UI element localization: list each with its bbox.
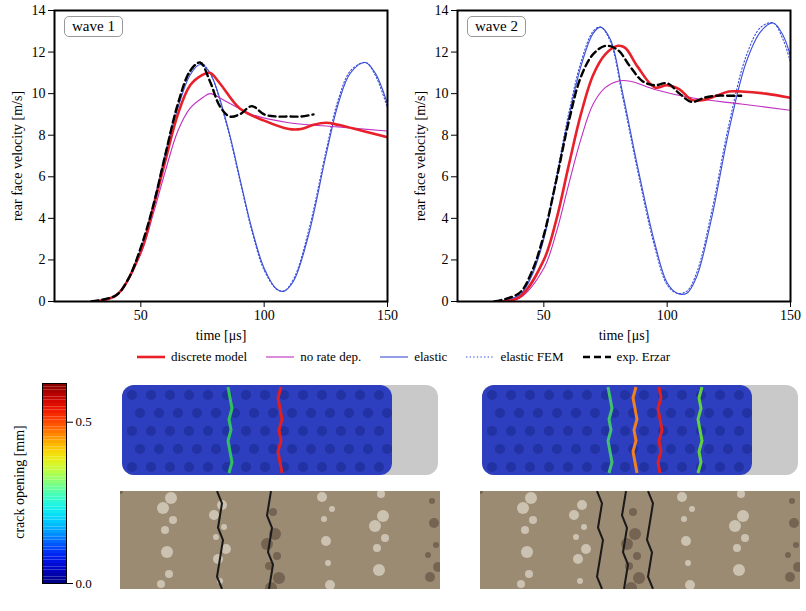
svg-text:150: 150 bbox=[780, 308, 801, 323]
html-text:no rate dep.: no rate dep. bbox=[300, 349, 362, 364]
svg-text:0: 0 bbox=[39, 294, 46, 309]
svg-text:100: 100 bbox=[657, 308, 678, 323]
svg-text:14: 14 bbox=[32, 3, 46, 18]
html-text:elastic: elastic bbox=[414, 349, 448, 364]
svg-text:2: 2 bbox=[442, 252, 449, 267]
svg-text:50: 50 bbox=[537, 308, 551, 323]
html-text:wave 2: wave 2 bbox=[475, 18, 518, 34]
html-text:exp. Erzar: exp. Erzar bbox=[616, 349, 670, 364]
html-text:wave 1: wave 1 bbox=[72, 18, 115, 34]
html-text:elastic FEM: elastic FEM bbox=[500, 349, 564, 364]
svg-text:150: 150 bbox=[377, 308, 398, 323]
svg-text:2: 2 bbox=[39, 252, 46, 267]
svg-text:0: 0 bbox=[442, 294, 449, 309]
svg-text:4: 4 bbox=[442, 211, 449, 226]
svg-text:4: 4 bbox=[39, 211, 46, 226]
svg-text:10: 10 bbox=[435, 86, 449, 101]
svg-text:50: 50 bbox=[134, 308, 148, 323]
html-text:crack opening [mm]: crack opening [mm] bbox=[12, 425, 27, 539]
svg-text:rear face velocity [m/s]: rear face velocity [m/s] bbox=[10, 91, 25, 221]
svg-text:time [μs]: time [μs] bbox=[196, 328, 247, 343]
svg-text:8: 8 bbox=[442, 128, 449, 143]
svg-text:12: 12 bbox=[435, 45, 449, 60]
html-text:discrete model: discrete model bbox=[171, 349, 248, 364]
svg-text:10: 10 bbox=[32, 86, 46, 101]
svg-text:6: 6 bbox=[442, 169, 449, 184]
svg-text:8: 8 bbox=[39, 128, 46, 143]
svg-text:100: 100 bbox=[254, 308, 275, 323]
svg-text:14: 14 bbox=[435, 3, 449, 18]
svg-text:6: 6 bbox=[39, 169, 46, 184]
svg-text:rear face velocity [m/s]: rear face velocity [m/s] bbox=[413, 91, 428, 221]
svg-text:12: 12 bbox=[32, 45, 46, 60]
svg-text:0.0: 0.0 bbox=[76, 576, 92, 591]
svg-text:0.5: 0.5 bbox=[76, 414, 92, 429]
svg-text:time [μs]: time [μs] bbox=[599, 328, 650, 343]
